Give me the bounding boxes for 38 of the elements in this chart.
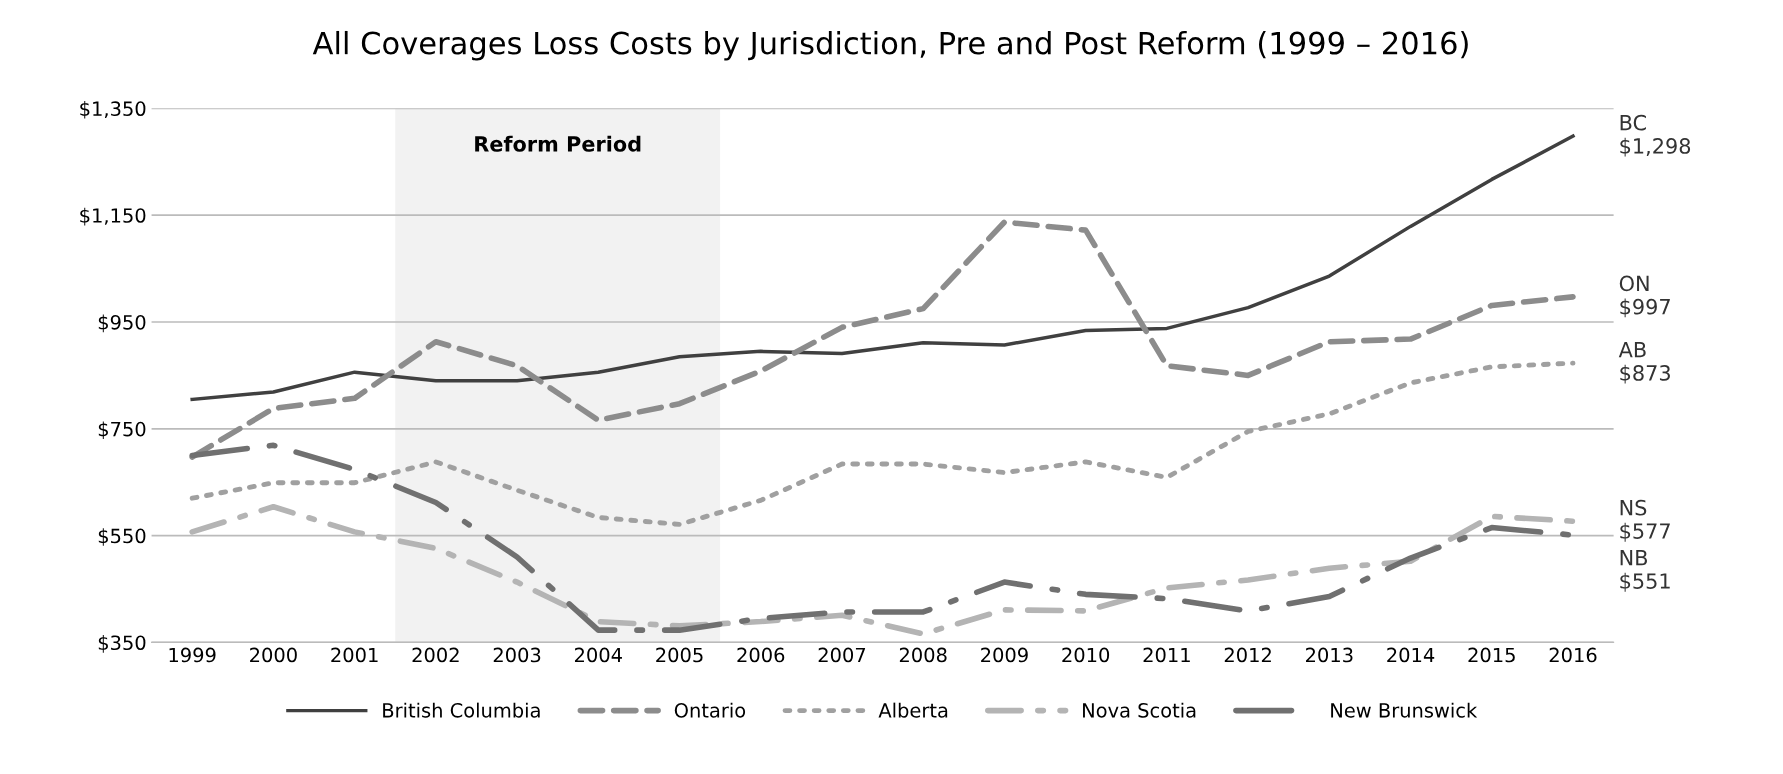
legend-label: Nova Scotia <box>1083 702 1196 718</box>
x-tick-label: 2008 <box>899 647 947 663</box>
text: NS $577 <box>1620 499 1670 542</box>
text: NB $551 <box>1620 550 1670 592</box>
x-tick-label: 2007 <box>818 647 866 663</box>
x-tick-label: 2013 <box>1306 647 1353 663</box>
x-tick-label: 2015 <box>1468 647 1515 663</box>
x-tick-label: 2016 <box>1549 647 1597 663</box>
x-tick-label: 2002 <box>412 647 459 663</box>
x-tick-label: 2001 <box>331 647 378 663</box>
text: ON $997 <box>1619 275 1670 318</box>
x-tick-label: 1999 <box>169 647 216 663</box>
x-tick-label: 2009 <box>981 647 1028 663</box>
legend-label: Ontario <box>674 702 746 718</box>
y-tick-label: $1,150 <box>80 207 146 226</box>
text: BC $1,298 <box>1620 114 1691 157</box>
legend-label: British Columbia <box>383 702 540 718</box>
legend-label: New Brunswick <box>1331 702 1478 718</box>
x-tick-label: 2005 <box>656 647 703 663</box>
x-tick-label: 2010 <box>1062 647 1110 663</box>
y-tick-label: $350 <box>98 635 146 653</box>
y-tick-label: $950 <box>98 314 146 333</box>
x-tick-label: 2014 <box>1387 647 1435 663</box>
text: AB $873 <box>1618 342 1670 384</box>
x-tick-label: 2011 <box>1143 647 1190 663</box>
x-tick-label: 2004 <box>574 647 622 663</box>
band-label: Reform Period <box>475 135 641 152</box>
x-tick-label: 2003 <box>493 647 541 663</box>
x-tick-label: 2006 <box>737 647 785 663</box>
y-tick-label: $750 <box>98 421 146 440</box>
x-tick-label: 2000 <box>250 647 297 663</box>
line-series <box>189 360 1576 527</box>
y-tick-label: $1,350 <box>80 100 146 119</box>
y-tick-label: $550 <box>98 528 146 546</box>
legend-label: Alberta <box>878 702 948 718</box>
chart-title: All Coverages Loss Costs by Jurisdiction, Pre and Post Reform (1999 – 2016) <box>312 30 1468 61</box>
x-tick-label: 2012 <box>1224 647 1271 663</box>
line-series <box>190 134 1575 402</box>
